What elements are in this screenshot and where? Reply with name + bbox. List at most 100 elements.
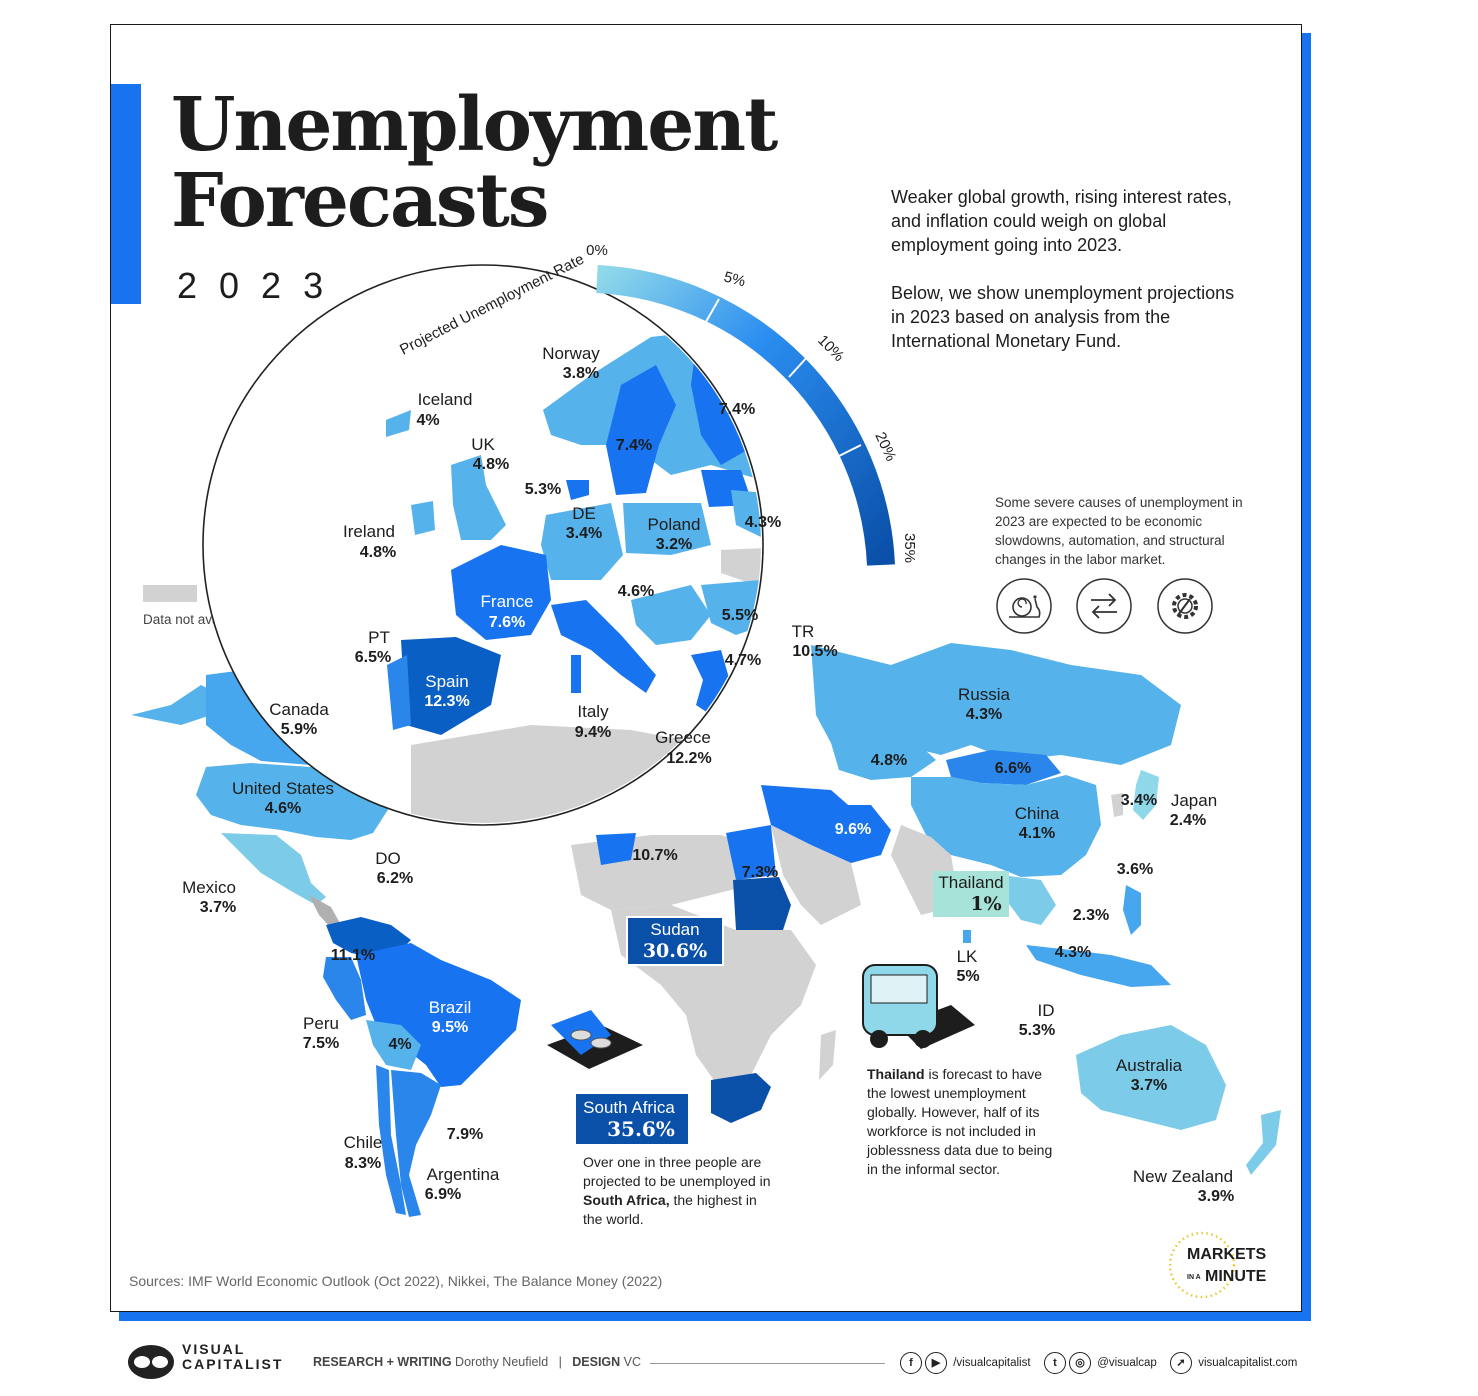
- label-bolivia-value: 4%: [388, 1036, 411, 1053]
- label-peru-name: Peru: [303, 1014, 339, 1033]
- label-denmark-value: 5.3%: [525, 481, 561, 498]
- region-chile: [376, 1065, 406, 1215]
- twitter-icon[interactable]: t: [1044, 1352, 1066, 1374]
- facebook-icon[interactable]: f: [900, 1352, 922, 1374]
- region-italy: [551, 600, 656, 693]
- label-nz-value: 3.9%: [1198, 1188, 1234, 1205]
- label-greece-value: 12.2%: [666, 750, 711, 767]
- region-denmark: [566, 480, 589, 500]
- label-uruguay-value: 7.9%: [447, 1126, 483, 1143]
- region-sri-lanka: [963, 930, 971, 943]
- label-chile-name: Chile: [344, 1133, 383, 1152]
- label-kazakhstan-value: 4.8%: [871, 752, 907, 769]
- label-uk-value: 4.8%: [473, 456, 509, 473]
- region-egypt-libya: [726, 825, 776, 880]
- label-de-name: DE: [572, 504, 596, 523]
- label-norway-value: 3.8%: [563, 365, 599, 382]
- label-australia-value: 3.7%: [1131, 1077, 1167, 1094]
- region-uk: [451, 455, 506, 540]
- tuk-tuk-illustration: [862, 964, 975, 1049]
- label-vietnam-value: 2.3%: [1073, 907, 1109, 924]
- markets-in-a-minute-logo: MARKETS IN A MINUTE: [1169, 1231, 1267, 1299]
- label-iceland-value: 4%: [416, 412, 439, 429]
- label-iceland-name: Iceland: [418, 390, 473, 409]
- legend-swatch: [143, 585, 197, 602]
- label-canada-value: 5.9%: [281, 721, 317, 738]
- region-belarus-ukraine: [731, 490, 761, 537]
- label-de-value: 3.4%: [566, 525, 602, 542]
- region-indonesia: [1026, 945, 1171, 987]
- label-korea-value: 3.4%: [1121, 792, 1157, 809]
- region-mexico: [221, 833, 326, 905]
- label-china-value: 4.1%: [1019, 825, 1055, 842]
- world-labels: Canada 5.9% United States 4.6% Mexico 3.…: [182, 685, 1234, 1205]
- label-nz-name: New Zealand: [1133, 1167, 1233, 1186]
- label-central-europe-value: 4.6%: [618, 583, 654, 600]
- label-pt-value: 6.5%: [355, 649, 391, 666]
- intro-text: Weaker global growth, rising interest ra…: [891, 185, 1251, 377]
- visual-capitalist-logo-text: VISUAL CAPITALIST: [182, 1342, 283, 1372]
- design-name: VC: [623, 1355, 642, 1369]
- label-mexico-name: Mexico: [182, 878, 236, 897]
- youtube-icon[interactable]: ▶: [925, 1352, 947, 1374]
- region-russia-west: [721, 545, 761, 590]
- label-colombia-value: 11.1%: [331, 947, 375, 964]
- scale-tick-4: 35%: [901, 533, 918, 563]
- region-portugal: [387, 655, 411, 730]
- label-taiwan-value: 3.6%: [1117, 861, 1153, 878]
- label-bulgaria-value: 4.7%: [725, 652, 761, 669]
- region-bolivia: [366, 1020, 421, 1070]
- social-handle-1[interactable]: /visualcapitalist: [953, 1357, 1031, 1370]
- region-kazakhstan: [831, 730, 936, 780]
- label-id-value: 5.3%: [1019, 1022, 1055, 1039]
- th-callout-post: is forecast to have the lowest unemploym…: [867, 1066, 1053, 1177]
- region-algeria: [596, 833, 636, 865]
- label-australia-name: Australia: [1116, 1056, 1183, 1075]
- region-argentina: [391, 1070, 441, 1217]
- region-australia: [1076, 1025, 1226, 1130]
- label-brazil-name: Brazil: [429, 998, 472, 1017]
- website-url[interactable]: visualcapitalist.com: [1198, 1357, 1298, 1370]
- social-facebook-youtube[interactable]: f ▶ /visualcapitalist: [900, 1352, 1031, 1374]
- cause-icons: [995, 577, 1245, 637]
- social-twitter-instagram[interactable]: t ◎ @visualcap: [1044, 1352, 1157, 1374]
- scale-tick-3: 20%: [871, 430, 899, 464]
- sa-callout-pre: Over one in three people are projected t…: [583, 1154, 771, 1189]
- mim-line-1: MARKETS: [1187, 1246, 1266, 1263]
- thailand-badge: Thailand 1%: [933, 871, 1009, 917]
- region-balkans: [631, 585, 711, 645]
- europe-labels: Norway 3.8% Iceland 4% UK 4.8% Ireland 4…: [343, 344, 838, 767]
- region-spain: [401, 637, 501, 735]
- label-us-value: 4.6%: [265, 800, 301, 817]
- credits: RESEARCH + WRITING Dorothy Neufield | DE…: [313, 1355, 641, 1369]
- sudan-badge: Sudan 30.6%: [626, 916, 724, 966]
- label-japan-name: Japan: [1171, 791, 1217, 810]
- region-greenland-alaska: [131, 685, 221, 725]
- website-link[interactable]: ➚ visualcapitalist.com: [1170, 1352, 1297, 1374]
- instagram-icon[interactable]: ◎: [1069, 1352, 1091, 1374]
- intro-paragraph-1: Weaker global growth, rising interest ra…: [891, 187, 1232, 255]
- label-russia-name: Russia: [958, 685, 1011, 704]
- label-peru-value: 7.5%: [303, 1035, 339, 1052]
- label-argentina-name: Argentina: [427, 1165, 500, 1184]
- region-brazil: [356, 943, 521, 1087]
- region-south-africa: [711, 1073, 771, 1123]
- region-sweden: [606, 365, 676, 495]
- social-handle-2[interactable]: @visualcap: [1097, 1357, 1157, 1370]
- cursor-icon[interactable]: ➚: [1170, 1352, 1192, 1374]
- region-sudan: [733, 877, 791, 930]
- region-sardinia: [571, 655, 581, 693]
- region-poland: [623, 503, 711, 555]
- sa-callout-bold: South Africa,: [583, 1192, 670, 1208]
- region-southeast-asia: [1001, 875, 1056, 925]
- label-poland-value: 3.2%: [656, 536, 692, 553]
- region-arabia-na: [771, 825, 861, 925]
- research-name: Dorothy Neufield: [455, 1355, 549, 1369]
- region-peru-ecuador: [323, 957, 366, 1020]
- label-greece-name: Greece: [655, 728, 711, 747]
- label-china-name: China: [1015, 804, 1060, 823]
- region-new-zealand: [1246, 1110, 1281, 1175]
- vc-line-1: VISUAL: [182, 1341, 246, 1357]
- label-lk-name: LK: [957, 947, 978, 966]
- label-spain-name: Spain: [425, 672, 468, 691]
